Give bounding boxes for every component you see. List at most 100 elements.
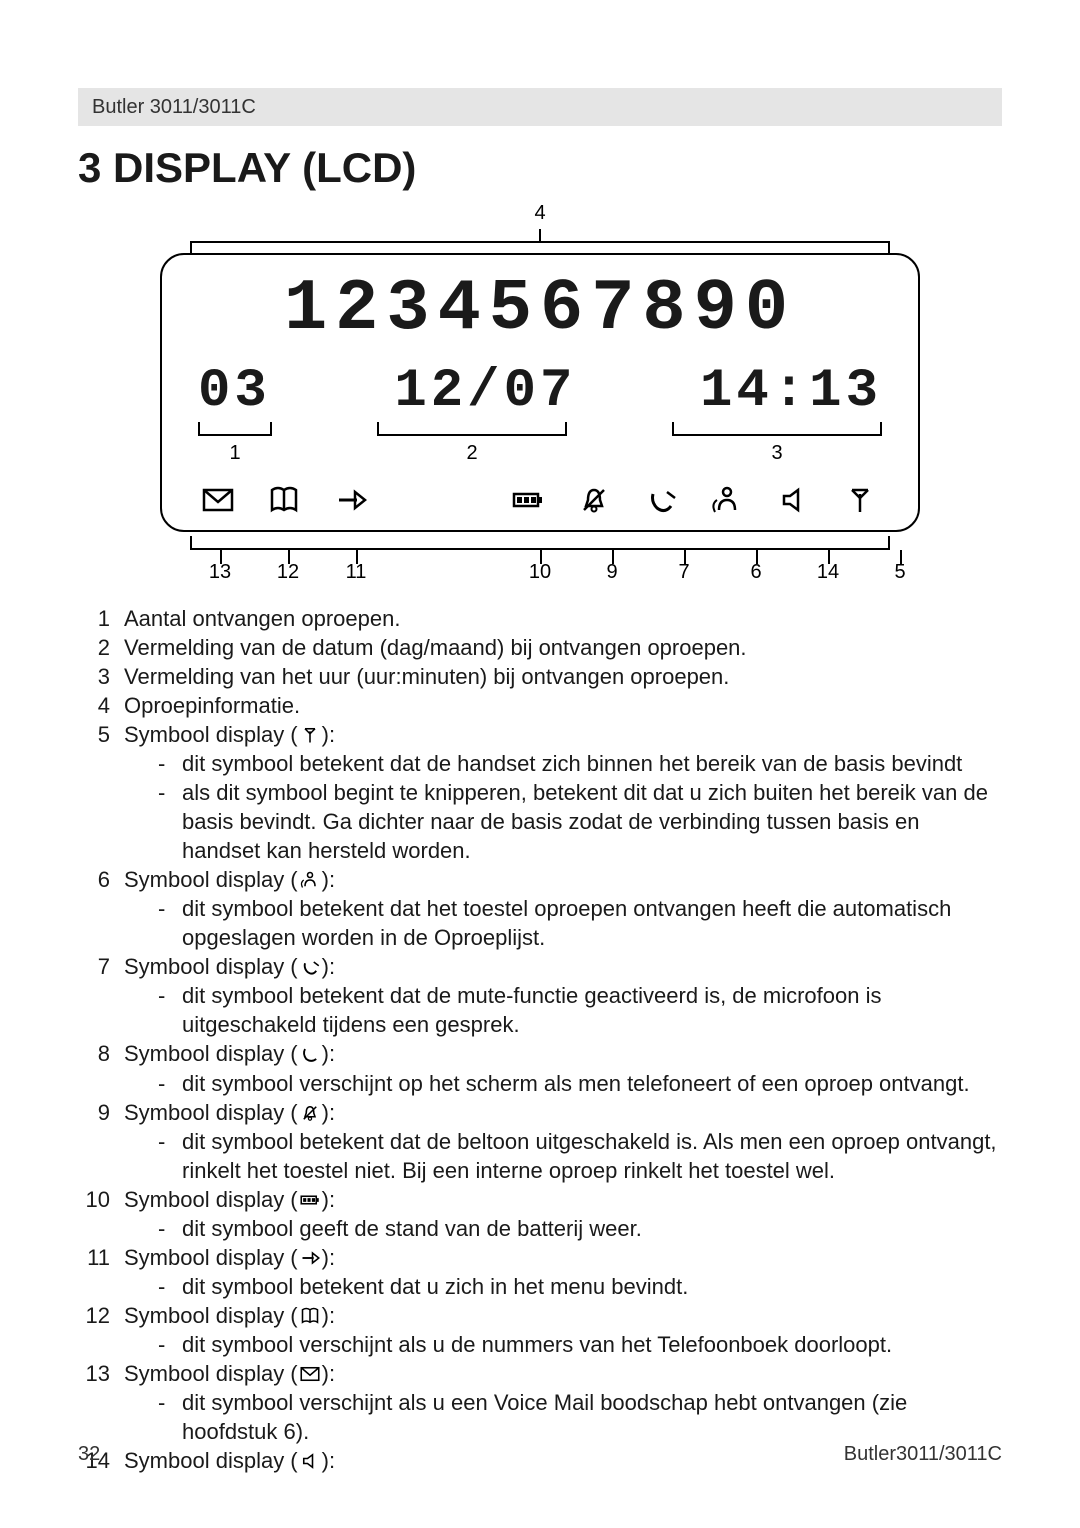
dash: - bbox=[158, 1127, 182, 1185]
tick-label: 14 bbox=[817, 561, 839, 584]
tick-label: 6 bbox=[750, 561, 761, 584]
list-subitem-text: dit symbool verschijnt op het scherm als… bbox=[182, 1069, 1002, 1098]
list-item-text: Oproepinformatie. bbox=[124, 691, 1002, 720]
list-item-number: 1 bbox=[78, 604, 124, 633]
menu-icon bbox=[329, 482, 375, 518]
list-item-text: Symbool display (): bbox=[124, 1301, 1002, 1330]
callout-4: 4 bbox=[160, 202, 920, 225]
lcd-seg-1: 03 bbox=[198, 361, 271, 422]
list-subitem-text: dit symbool verschijnt als u een Voice M… bbox=[182, 1388, 1002, 1446]
handset-icon bbox=[298, 1044, 322, 1064]
footer: 32 Butler3011/3011C bbox=[78, 1443, 1002, 1466]
header-model: Butler 3011/3011C bbox=[92, 96, 256, 118]
tick-label: 5 bbox=[894, 561, 905, 584]
envelope-icon bbox=[196, 482, 242, 518]
lcd-seg-3: 14:13 bbox=[700, 361, 882, 422]
tick-label: 11 bbox=[346, 561, 367, 584]
battery-icon bbox=[298, 1190, 322, 1210]
list-item: 2Vermelding van de datum (dag/maand) bij… bbox=[78, 633, 1002, 662]
list-item-number: 5 bbox=[78, 720, 124, 749]
list-subitem-text: dit symbool betekent dat de beltoon uitg… bbox=[182, 1127, 1002, 1185]
section-title: 3 DISPLAY (LCD) bbox=[78, 144, 1002, 192]
lcd-icon-row bbox=[192, 482, 888, 518]
list-subitem-text: als dit symbool begint te knipperen, bet… bbox=[182, 778, 1002, 865]
list-item: 1Aantal ontvangen oproepen. bbox=[78, 604, 1002, 633]
list-item: 6Symbool display (): bbox=[78, 865, 1002, 894]
dash: - bbox=[158, 749, 182, 778]
list-item-text: Aantal ontvangen oproepen. bbox=[124, 604, 1002, 633]
list-item-text: Symbool display (): bbox=[124, 1185, 1002, 1214]
list-item-number: 3 bbox=[78, 662, 124, 691]
speaker-icon bbox=[772, 482, 818, 518]
list-item-number: 9 bbox=[78, 1098, 124, 1127]
dash: - bbox=[158, 981, 182, 1039]
list-item: 9Symbool display (): bbox=[78, 1098, 1002, 1127]
dash: - bbox=[158, 1272, 182, 1301]
menu-icon bbox=[298, 1248, 322, 1268]
list-item-number: 11 bbox=[78, 1243, 124, 1272]
list-item-number: 13 bbox=[78, 1359, 124, 1388]
lcd-line2: 03 12/07 14:13 bbox=[192, 361, 888, 422]
antenna-icon bbox=[838, 482, 884, 518]
list-item-text: Symbool display (): bbox=[124, 1359, 1002, 1388]
list-subitem: -dit symbool verschijnt als u de nummers… bbox=[78, 1330, 1002, 1359]
tick-label: 12 bbox=[277, 561, 299, 584]
list-item: 13Symbool display (): bbox=[78, 1359, 1002, 1388]
page: Butler 3011/3011C 3 DISPLAY (LCD) 4 1234… bbox=[0, 0, 1080, 1528]
list-subitem-text: dit symbool verschijnt als u de nummers … bbox=[182, 1330, 1002, 1359]
list-item: 11Symbool display (): bbox=[78, 1243, 1002, 1272]
dash: - bbox=[158, 1388, 182, 1446]
list-subitem: -dit symbool betekent dat de handset zic… bbox=[78, 749, 1002, 778]
list-item-number: 7 bbox=[78, 952, 124, 981]
list-item-number: 4 bbox=[78, 691, 124, 720]
dash: - bbox=[158, 1214, 182, 1243]
person-icon bbox=[705, 482, 751, 518]
belloff-icon bbox=[298, 1103, 322, 1123]
header-bar: Butler 3011/3011C bbox=[78, 88, 1002, 126]
list-item-number: 2 bbox=[78, 633, 124, 662]
book-icon bbox=[298, 1306, 322, 1326]
list-item: 8Symbool display (): bbox=[78, 1039, 1002, 1068]
list-subitem: -als dit symbool begint te knipperen, be… bbox=[78, 778, 1002, 865]
callout-3: 3 bbox=[771, 442, 782, 465]
list-item-text: Symbool display (): bbox=[124, 865, 1002, 894]
list-item-text: Symbool display (): bbox=[124, 1039, 1002, 1068]
list-item-number: 12 bbox=[78, 1301, 124, 1330]
list-subitem-text: dit symbool betekent dat de mute-functie… bbox=[182, 981, 1002, 1039]
mute-icon bbox=[298, 957, 322, 977]
list-item-text: Symbool display (): bbox=[124, 952, 1002, 981]
antenna-icon bbox=[298, 725, 322, 745]
top-bracket bbox=[160, 229, 920, 253]
list-item-text: Symbool display (): bbox=[124, 1098, 1002, 1127]
list-subitem-text: dit symbool betekent dat u zich in het m… bbox=[182, 1272, 1002, 1301]
callout-1: 1 bbox=[229, 442, 240, 465]
footer-model: Butler3011/3011C bbox=[844, 1443, 1002, 1466]
list-item-text: Symbool display (): bbox=[124, 720, 1002, 749]
list-subitem: -dit symbool verschijnt op het scherm al… bbox=[78, 1069, 1002, 1098]
legend-list: 1Aantal ontvangen oproepen.2Vermelding v… bbox=[78, 604, 1002, 1475]
callout-2: 2 bbox=[466, 442, 477, 465]
mute-icon bbox=[639, 482, 685, 518]
list-subitem-text: dit symbool betekent dat de handset zich… bbox=[182, 749, 1002, 778]
tick-label: 9 bbox=[606, 561, 617, 584]
book-icon bbox=[262, 482, 308, 518]
list-subitem: -dit symbool betekent dat de mute-functi… bbox=[78, 981, 1002, 1039]
dash: - bbox=[158, 778, 182, 865]
list-item-number: 6 bbox=[78, 865, 124, 894]
list-subitem: -dit symbool betekent dat de beltoon uit… bbox=[78, 1127, 1002, 1185]
list-item: 4Oproepinformatie. bbox=[78, 691, 1002, 720]
bell-off-icon bbox=[572, 482, 618, 518]
lcd-seg-2: 12/07 bbox=[394, 361, 576, 422]
list-subitem-text: dit symbool geeft de stand van de batter… bbox=[182, 1214, 1002, 1243]
dash: - bbox=[158, 1330, 182, 1359]
page-number: 32 bbox=[78, 1443, 100, 1466]
tick-label: 10 bbox=[529, 561, 551, 584]
lcd-frame: 1234567890 03 12/07 14:13 1 2 3 bbox=[160, 253, 920, 532]
list-item: 5Symbool display (): bbox=[78, 720, 1002, 749]
list-item: 10Symbool display (): bbox=[78, 1185, 1002, 1214]
tick-label: 7 bbox=[678, 561, 689, 584]
list-item-number: 10 bbox=[78, 1185, 124, 1214]
list-item-text: Symbool display (): bbox=[124, 1243, 1002, 1272]
list-item-text: Vermelding van het uur (uur:minuten) bij… bbox=[124, 662, 1002, 691]
lcd-diagram: 4 1234567890 03 12/07 14:13 1 2 3 bbox=[160, 202, 920, 576]
